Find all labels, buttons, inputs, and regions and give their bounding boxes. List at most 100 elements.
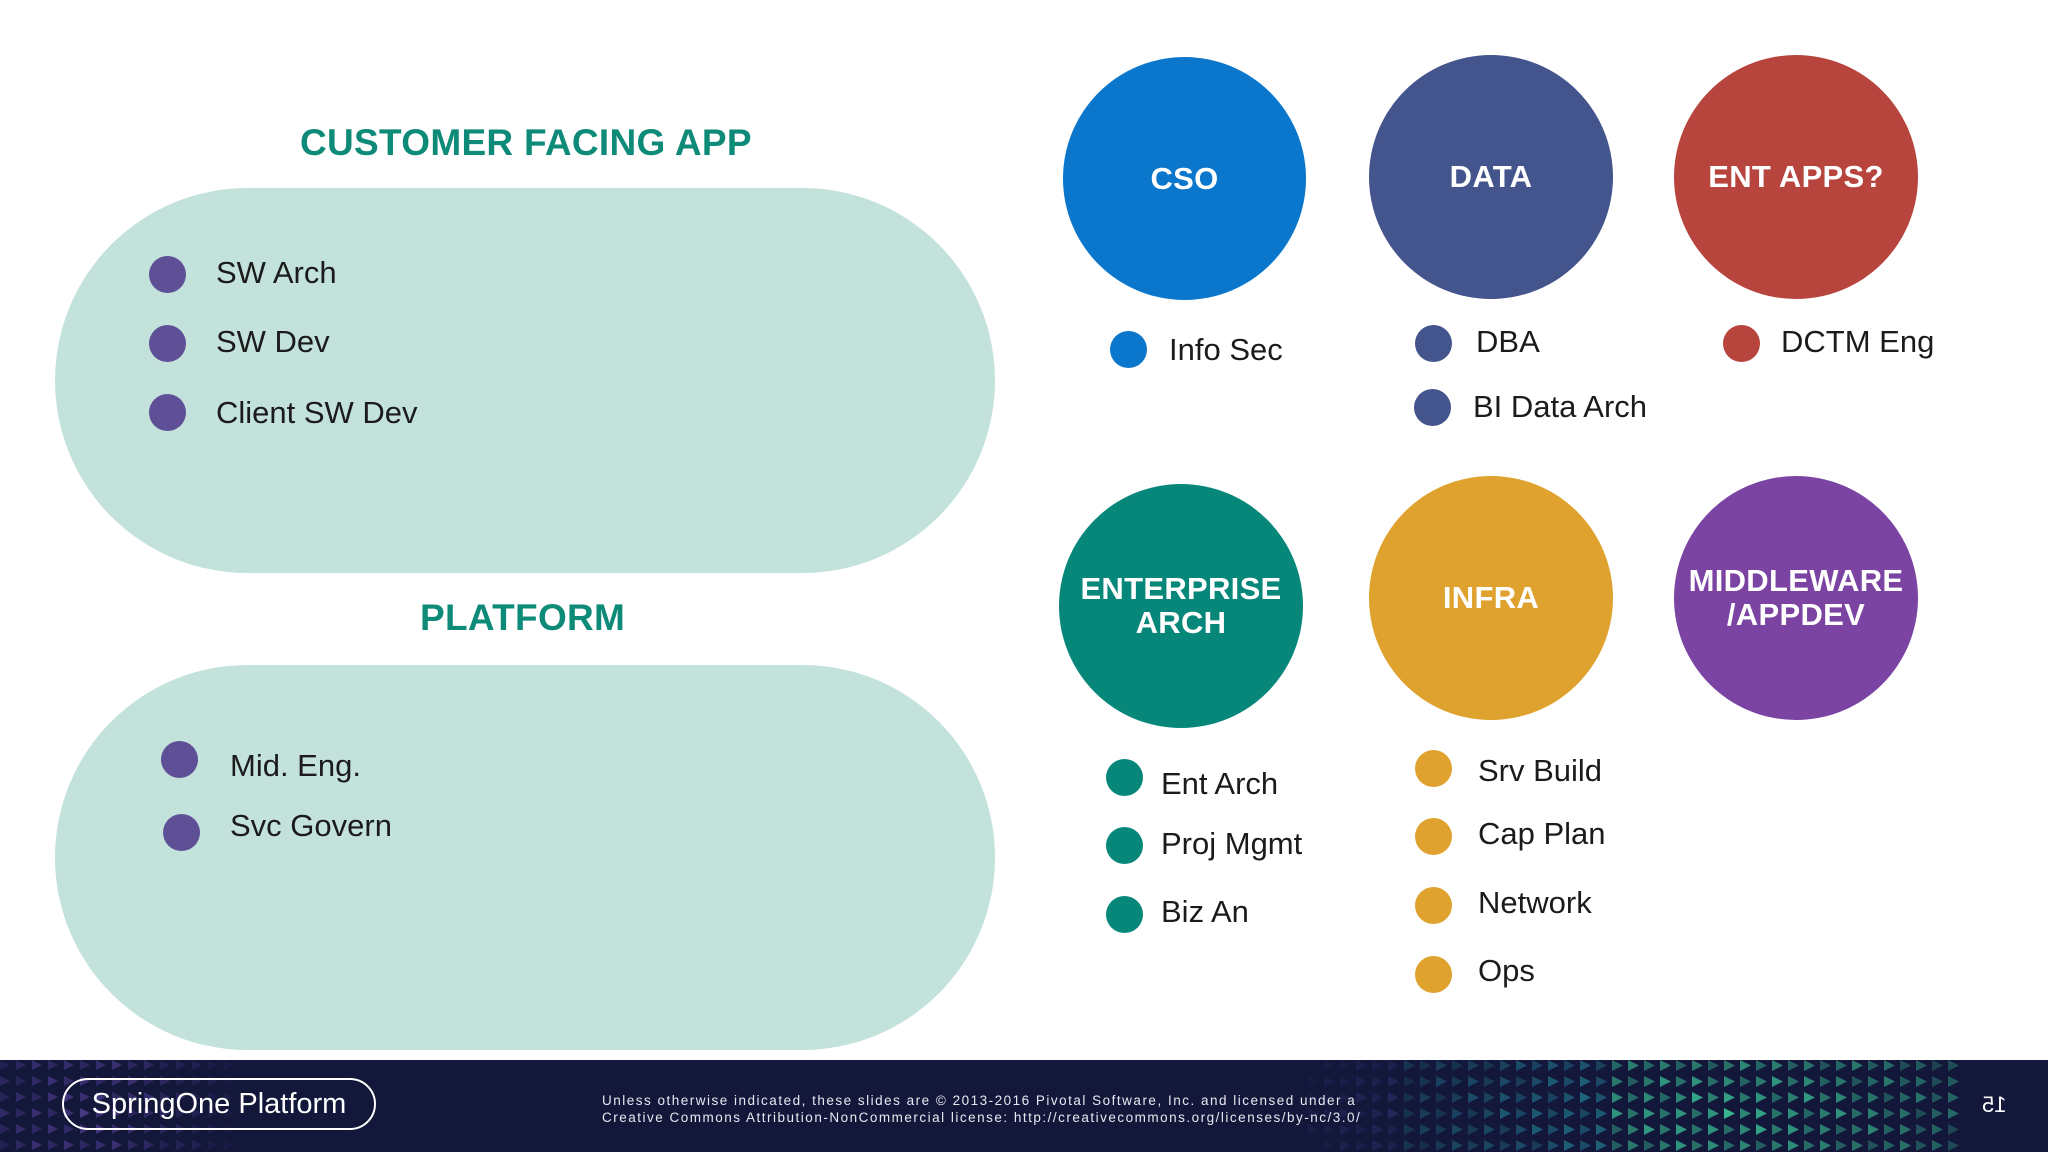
- pattern-triangle: [1452, 1108, 1463, 1119]
- infra-label: INFRA: [1442, 580, 1540, 615]
- pattern-triangle: [1500, 1140, 1511, 1151]
- pattern-triangle: [1596, 1140, 1607, 1151]
- pattern-triangle: [176, 1140, 186, 1150]
- pattern-triangle: [1820, 1060, 1831, 1071]
- item-label: BI Data Arch: [1473, 389, 1648, 424]
- pattern-triangle: [1692, 1108, 1703, 1119]
- pattern-triangle: [1756, 1076, 1767, 1087]
- bullet-dot-icon: [149, 256, 186, 293]
- pattern-triangle: [1564, 1092, 1575, 1103]
- pattern-triangle: [1916, 1060, 1927, 1071]
- pattern-triangle: [48, 1140, 58, 1150]
- pattern-triangle: [0, 1076, 10, 1086]
- pattern-triangle: [1436, 1092, 1447, 1103]
- pattern-triangle: [1388, 1092, 1399, 1103]
- pattern-triangle: [1372, 1092, 1383, 1103]
- pattern-triangle: [1452, 1092, 1463, 1103]
- pattern-triangle: [224, 1108, 234, 1118]
- pattern-triangle: [1660, 1140, 1671, 1151]
- pattern-triangle: [1788, 1076, 1799, 1087]
- enterprise-arch-label-line2: ARCH: [1135, 605, 1227, 640]
- pattern-triangle: [1772, 1060, 1783, 1071]
- brand-text: SpringOne Platform: [91, 1087, 347, 1120]
- pattern-triangle: [1436, 1108, 1447, 1119]
- pattern-triangle: [1372, 1124, 1383, 1135]
- pattern-triangle: [48, 1124, 58, 1134]
- pattern-triangle: [1948, 1060, 1959, 1071]
- bullet-dot-icon: [1110, 331, 1147, 368]
- pattern-triangle: [1628, 1108, 1639, 1119]
- pattern-triangle: [1356, 1076, 1367, 1087]
- pattern-triangle: [1612, 1140, 1623, 1151]
- pattern-triangle: [1660, 1108, 1671, 1119]
- pattern-triangle: [1676, 1076, 1687, 1087]
- bullet-dot-icon: [1415, 325, 1452, 362]
- pattern-triangle: [1468, 1060, 1479, 1071]
- pattern-triangle: [1500, 1060, 1511, 1071]
- pattern-triangle: [1468, 1124, 1479, 1135]
- page-number: 15: [1982, 1092, 2007, 1117]
- pattern-triangle: [1884, 1060, 1895, 1071]
- pattern-triangle: [1500, 1108, 1511, 1119]
- pattern-triangle: [1804, 1076, 1815, 1087]
- pattern-triangle: [96, 1140, 106, 1150]
- pattern-triangle: [1772, 1140, 1783, 1151]
- pattern-triangle: [1884, 1140, 1895, 1151]
- pattern-triangle: [1580, 1124, 1591, 1135]
- pattern-triangle: [1708, 1140, 1719, 1151]
- pattern-triangle: [1404, 1092, 1415, 1103]
- pattern-triangle: [1388, 1060, 1399, 1071]
- pattern-triangle: [1564, 1076, 1575, 1087]
- ent-apps-label: ENT APPS?: [1708, 159, 1884, 194]
- middleware-appdev-label-line2: /APPDEV: [1726, 597, 1866, 632]
- pattern-triangle: [144, 1140, 154, 1150]
- pattern-triangle: [1340, 1140, 1351, 1151]
- item-label: Ent Arch: [1161, 766, 1279, 801]
- pattern-triangle: [1564, 1060, 1575, 1071]
- pattern-triangle: [1468, 1140, 1479, 1151]
- pattern-triangle: [1788, 1140, 1799, 1151]
- pattern-triangle: [1836, 1076, 1847, 1087]
- pattern-triangle: [1948, 1092, 1959, 1103]
- pattern-triangle: [1916, 1076, 1927, 1087]
- pattern-triangle: [1820, 1108, 1831, 1119]
- pattern-triangle: [176, 1108, 186, 1118]
- pattern-triangle: [1468, 1076, 1479, 1087]
- pattern-triangle: [1356, 1092, 1367, 1103]
- pattern-triangle: [1340, 1092, 1351, 1103]
- pattern-triangle: [1420, 1108, 1431, 1119]
- pattern-triangle: [1324, 1140, 1335, 1151]
- pattern-triangle: [1676, 1140, 1687, 1151]
- pattern-triangle: [1372, 1140, 1383, 1151]
- pattern-triangle: [1596, 1092, 1607, 1103]
- item-label: Mid. Eng.: [230, 748, 361, 783]
- pattern-triangle: [1388, 1140, 1399, 1151]
- pattern-triangle: [1900, 1124, 1911, 1135]
- pattern-triangle: [160, 1108, 170, 1118]
- pattern-triangle: [80, 1140, 90, 1150]
- pattern-triangle: [1900, 1076, 1911, 1087]
- pattern-triangle: [1948, 1076, 1959, 1087]
- pattern-triangle: [1308, 1108, 1319, 1119]
- pattern-triangle: [1788, 1060, 1799, 1071]
- middleware-appdev-label-line1: MIDDLEWARE: [1688, 563, 1904, 598]
- pattern-triangle: [1884, 1124, 1895, 1135]
- pattern-triangle: [32, 1076, 42, 1086]
- pattern-triangle: [1772, 1108, 1783, 1119]
- pattern-triangle: [1916, 1124, 1927, 1135]
- pattern-triangle: [1804, 1140, 1815, 1151]
- pattern-triangle: [1884, 1076, 1895, 1087]
- pattern-triangle: [1628, 1140, 1639, 1151]
- enterprise-arch-label: ENTERPRISE ARCH: [1080, 572, 1281, 640]
- pattern-triangle: [0, 1140, 10, 1150]
- pattern-triangle: [1932, 1140, 1943, 1151]
- pattern-triangle: [1948, 1140, 1959, 1151]
- pattern-triangle: [1932, 1124, 1943, 1135]
- pattern-triangle: [1580, 1060, 1591, 1071]
- pattern-triangle: [224, 1092, 234, 1102]
- pattern-triangle: [1676, 1108, 1687, 1119]
- pattern-triangle: [1692, 1092, 1703, 1103]
- pattern-triangle: [1820, 1124, 1831, 1135]
- pattern-triangle: [1628, 1060, 1639, 1071]
- pattern-triangle: [1420, 1060, 1431, 1071]
